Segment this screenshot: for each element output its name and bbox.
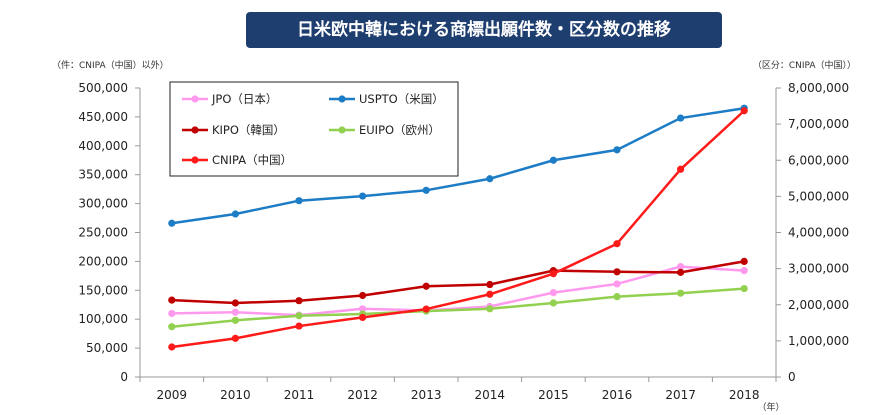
data-point-jpo xyxy=(231,308,239,316)
x-tick-label: 2011 xyxy=(284,388,315,402)
series-line-jpo xyxy=(171,265,745,317)
left-tick-label: 500,000 xyxy=(78,81,128,95)
legend-label-kipo: KIPO（韓国） xyxy=(212,123,285,137)
data-point-uspto xyxy=(295,197,303,205)
left-tick-label: 400,000 xyxy=(78,139,128,153)
right-tick-label: 0 xyxy=(788,370,796,384)
left-tick-label: 100,000 xyxy=(78,312,128,326)
legend-label-euipo: EUIPO（欧州） xyxy=(359,123,440,137)
data-point-cnipa xyxy=(168,343,176,351)
data-point-kipo xyxy=(486,280,494,289)
data-point-jpo xyxy=(677,263,685,271)
data-point-euipo xyxy=(677,289,685,297)
legend-swatch-marker-kipo xyxy=(191,126,199,134)
chart-title-banner: 日米欧中韓における商標出願件数・区分数の推移 xyxy=(246,12,722,48)
data-point-cnipa xyxy=(295,322,303,330)
right-tick-label: 7,000,000 xyxy=(788,117,849,131)
legend-label-uspto: USPTO（米国） xyxy=(359,92,444,106)
data-point-cnipa xyxy=(740,107,748,115)
legend-label-jpo: JPO（日本） xyxy=(211,92,277,106)
right-tick-label: 4,000,000 xyxy=(788,226,849,240)
legend-swatch-marker-jpo xyxy=(191,95,199,103)
data-point-euipo xyxy=(168,323,176,331)
data-point-jpo xyxy=(359,305,367,313)
data-point-euipo xyxy=(231,316,239,324)
left-tick-label: 350,000 xyxy=(78,168,128,182)
legend-swatch-marker-cnipa xyxy=(191,156,199,164)
data-point-euipo xyxy=(295,312,303,320)
right-tick-label: 1,000,000 xyxy=(788,334,849,348)
left-tick-label: 300,000 xyxy=(78,197,128,211)
legend-swatch-marker-euipo xyxy=(338,126,346,134)
x-tick-label: 2009 xyxy=(157,388,188,402)
data-point-kipo xyxy=(677,268,685,276)
data-point-uspto xyxy=(613,146,621,154)
data-point-cnipa xyxy=(231,334,239,342)
data-point-uspto xyxy=(422,186,430,194)
data-point-kipo xyxy=(231,299,239,307)
series-line-kipo xyxy=(171,260,745,305)
left-tick-label: 50,000 xyxy=(86,341,128,355)
data-point-uspto xyxy=(231,210,239,218)
series-line-cnipa xyxy=(171,109,746,349)
x-tick-label: 2010 xyxy=(220,388,251,402)
x-tick-label: 2016 xyxy=(602,388,633,402)
x-tick-label: 2017 xyxy=(665,388,696,402)
x-axis-unit-label: （年） xyxy=(757,401,784,413)
data-point-uspto xyxy=(677,114,685,122)
data-point-jpo xyxy=(613,280,621,288)
data-point-jpo xyxy=(549,289,558,297)
data-point-euipo xyxy=(549,299,558,307)
data-point-uspto xyxy=(549,156,558,164)
data-point-cnipa xyxy=(486,290,494,298)
x-tick-label: 2013 xyxy=(411,388,442,402)
data-point-cnipa xyxy=(613,240,621,248)
data-point-cnipa xyxy=(677,165,685,173)
data-point-kipo xyxy=(295,297,303,305)
legend-label-cnipa: CNIPA（中国） xyxy=(212,153,292,167)
series-line-euipo xyxy=(171,287,745,328)
right-tick-label: 6,000,000 xyxy=(788,153,849,167)
data-point-euipo xyxy=(486,305,494,313)
data-point-uspto xyxy=(168,219,176,227)
data-point-kipo xyxy=(359,291,367,300)
data-point-jpo xyxy=(740,267,748,275)
x-tick-label: 2012 xyxy=(347,388,378,402)
chart-title: 日米欧中韓における商標出願件数・区分数の推移 xyxy=(297,20,671,40)
right-axis-unit-label: （区分：CNIPA（中国）） xyxy=(753,59,856,71)
right-tick-label: 8,000,000 xyxy=(788,81,849,95)
x-tick-label: 2018 xyxy=(729,388,760,402)
data-point-cnipa xyxy=(422,305,430,313)
x-tick-label: 2015 xyxy=(538,388,569,402)
data-point-kipo xyxy=(422,282,430,290)
legend-swatch-marker-uspto xyxy=(338,95,346,103)
data-point-cnipa xyxy=(359,313,367,321)
data-point-euipo xyxy=(740,284,748,293)
data-point-uspto xyxy=(359,192,367,200)
legend-box xyxy=(169,81,459,177)
left-tick-label: 0 xyxy=(120,370,128,384)
left-tick-label: 250,000 xyxy=(78,226,128,240)
x-tick-label: 2014 xyxy=(475,388,506,402)
right-tick-label: 3,000,000 xyxy=(788,262,849,276)
data-point-kipo xyxy=(613,268,621,276)
legend: JPO（日本） USPTO（米国） KIPO（韓国） EUIPO（欧州） CNIPA（中… xyxy=(169,81,459,177)
data-point-euipo xyxy=(613,293,621,301)
right-tick-label: 2,000,000 xyxy=(788,298,849,312)
data-point-kipo xyxy=(740,257,748,265)
left-tick-label: 150,000 xyxy=(78,283,128,297)
data-point-jpo xyxy=(168,309,176,318)
left-tick-label: 200,000 xyxy=(78,254,128,268)
series-line-uspto xyxy=(171,106,745,225)
data-point-uspto xyxy=(486,175,494,183)
data-point-cnipa xyxy=(549,270,558,278)
left-axis-unit-label: （件：CNIPA（中国）以外） xyxy=(52,59,169,71)
right-tick-label: 5,000,000 xyxy=(788,189,849,203)
data-point-kipo xyxy=(168,296,176,304)
left-tick-label: 450,000 xyxy=(78,110,128,124)
